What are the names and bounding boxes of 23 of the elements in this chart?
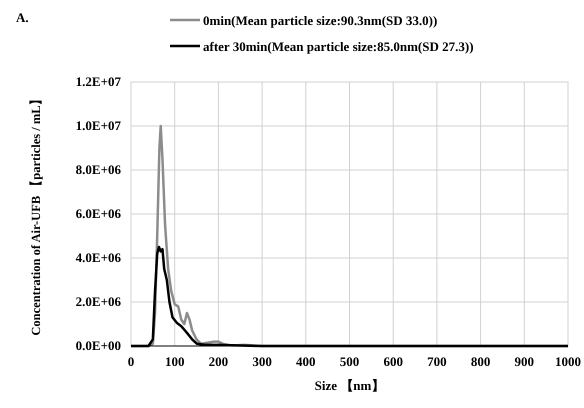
y-tick-label: 4.0E+06 (76, 250, 122, 265)
x-tick-label: 700 (427, 354, 447, 369)
x-tick-label: 200 (208, 354, 228, 369)
text: A. (16, 10, 29, 25)
y-tick-label: 1.2E+07 (76, 74, 122, 89)
x-tick-label: 600 (383, 354, 403, 369)
y-tick-label: 0.0E+00 (76, 338, 121, 353)
y-axis-title: Concentration of Air-UFB 【particles / mL】 (28, 92, 43, 336)
y-tick-label: 2.0E+06 (76, 294, 122, 309)
y-tick-label: 8.0E+06 (76, 162, 122, 177)
y-tick-label: 6.0E+06 (76, 206, 122, 221)
x-tick-label: 900 (514, 354, 534, 369)
legend-label: after 30min(Mean particle size:85.0nm(SD 27.3)) (203, 39, 474, 54)
x-tick-label: 800 (470, 354, 490, 369)
y-tick-label: 1.0E+07 (76, 118, 122, 133)
x-tick-label: 0 (128, 354, 134, 369)
x-tick-label: 100 (164, 354, 184, 369)
x-axis-title: Size 【nm】 (314, 378, 384, 393)
x-tick-label: 1000 (555, 354, 581, 369)
x-tick-label: 400 (296, 354, 316, 369)
x-tick-label: 500 (340, 354, 360, 369)
x-tick-label: 300 (252, 354, 272, 369)
legend-label: 0min(Mean particle size:90.3nm(SD 33.0)) (203, 13, 438, 28)
